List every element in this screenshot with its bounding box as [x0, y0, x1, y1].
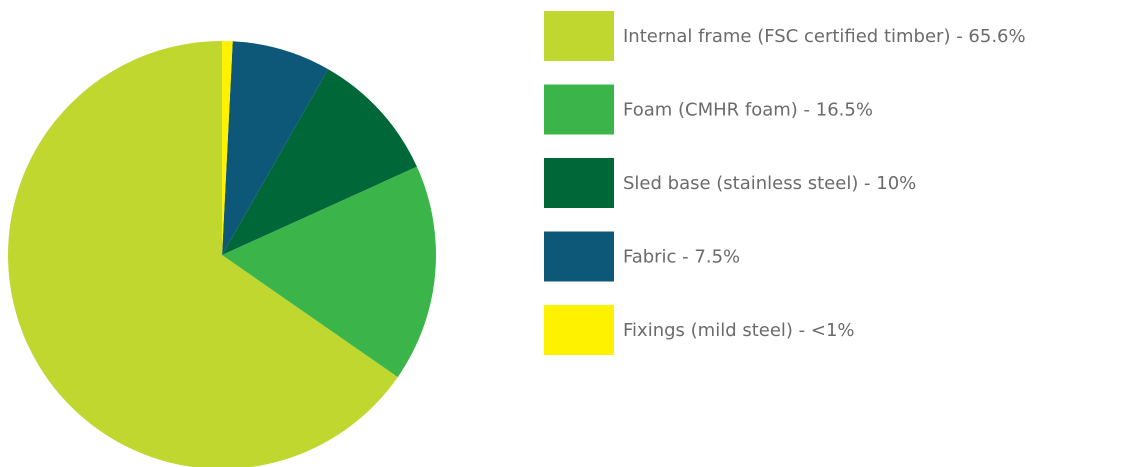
- pie-slice: [222, 69, 417, 255]
- legend-swatch: [544, 231, 614, 282]
- legend-label: Internal frame (FSC certified timber) - …: [623, 26, 1026, 47]
- pie-slice: [222, 41, 233, 255]
- legend-label: Foam (CMHR foam) - 16.5%: [623, 100, 873, 121]
- legend-swatch: [544, 11, 614, 61]
- legend-swatch: [544, 84, 614, 135]
- pie-slice: [8, 41, 398, 467]
- pie-slice: [222, 166, 436, 378]
- pie-slice: [222, 41, 329, 255]
- legend-label: Fixings (mild steel) - <1%: [623, 320, 855, 341]
- legend-label: Fabric - 7.5%: [623, 247, 740, 268]
- legend-label: Sled base (stainless steel) - 10%: [623, 173, 916, 194]
- legend-swatch: [544, 158, 614, 208]
- legend-swatch: [544, 305, 614, 355]
